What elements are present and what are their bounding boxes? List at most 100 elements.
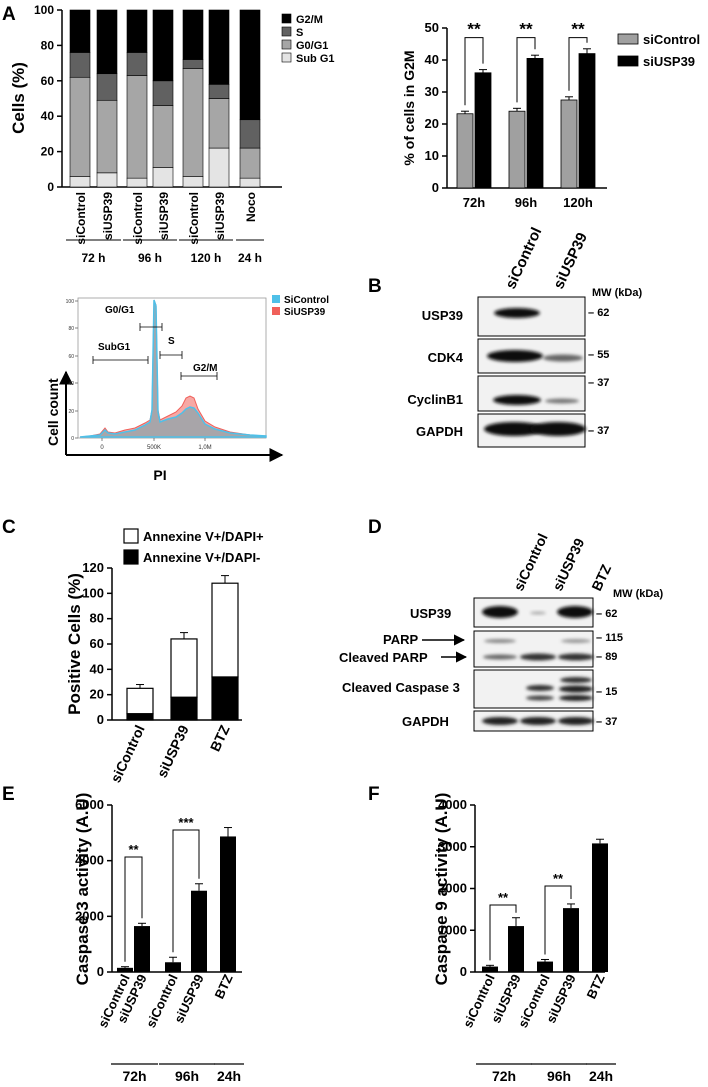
chart-a2-ytick-label-40: 40 bbox=[425, 52, 439, 67]
blot-b-band-cyclinb1-siusp39 bbox=[545, 398, 579, 404]
histo-xtick-label-0: 0 bbox=[100, 445, 104, 451]
chart-a-ytick-label-0: 0 bbox=[47, 180, 54, 194]
blot-d-row-label-parp: PARP bbox=[383, 632, 418, 647]
chart-f-ytick-label-3000: 3000 bbox=[438, 839, 467, 854]
chart-e-bar-1 bbox=[134, 926, 150, 972]
chart-a-bar-g0-g1-0 bbox=[69, 76, 91, 177]
chart-a2-ytick-label-10: 10 bbox=[425, 148, 439, 163]
blot-d-mw-usp39: – 62 bbox=[596, 608, 617, 620]
chart-c-xtick-2: BTZ bbox=[207, 722, 233, 754]
chart-c-bar-annexine-v-dapi-1 bbox=[170, 638, 198, 698]
blot-d-mw-cleaved-parp: – 89 bbox=[596, 651, 617, 663]
chart-f-bar-0 bbox=[482, 966, 498, 972]
blot-b-membrane-cyclinb1 bbox=[477, 375, 586, 412]
blot-d-row-label-usp39: USP39 bbox=[410, 606, 451, 621]
chart-c-ytick-label-40: 40 bbox=[90, 661, 104, 676]
histo-ytick-label-0: 0 bbox=[71, 436, 74, 442]
chart-a-bar-g2-m-1 bbox=[96, 9, 118, 75]
blot-d-band-casp3-btz-c bbox=[559, 695, 593, 701]
chart-e-sig-bracket-0 bbox=[124, 856, 143, 962]
chart-a-bar-sub-g1-5 bbox=[208, 147, 230, 188]
chart-a-legend-label-g2-m: G2/M bbox=[296, 14, 323, 26]
histo-y-label: Cell count bbox=[45, 378, 61, 446]
chart-c-legend-swatch-annexine-v-dapi bbox=[123, 549, 139, 565]
chart-f-ytick-label-2000: 2000 bbox=[438, 881, 467, 896]
chart-a2-sig-label-2: ** bbox=[571, 20, 585, 39]
blot-b-mw-usp39: – 62 bbox=[588, 307, 609, 319]
histo-legend-label-sicontrol: SiControl bbox=[284, 295, 329, 306]
blot-b-band-gapdh-sicontrol bbox=[484, 422, 544, 436]
chart-a-bar-g0-g1-6 bbox=[239, 147, 261, 179]
chart-a-g2m-percent: 0 10 20 30 40 50 % of cells in G2M ** 72h ** 96h **… bbox=[401, 20, 700, 210]
flow-histogram: Cell count PI 0 500K 1,0M 0 20 40 60 80 100 SubG… bbox=[45, 295, 329, 483]
chart-a-xtick-4: siControl bbox=[187, 192, 201, 245]
chart-c-bar-annexine-v-dapi-1 bbox=[170, 696, 198, 721]
blot-b-mw-cdk4-value: 55 bbox=[597, 349, 609, 361]
chart-c-ytick-label-20: 20 bbox=[90, 687, 104, 702]
blot-d-row-label-casp3: Cleaved Caspase 3 bbox=[342, 680, 460, 695]
chart-e-xtick-4: BTZ bbox=[211, 972, 235, 1001]
chart-c-legend-label-annexine-v-dapi: Annexine V+/DAPI- bbox=[143, 550, 260, 565]
chart-a-bar-sub-g1-2 bbox=[126, 177, 148, 188]
blot-b-mw-usp39-value: 62 bbox=[597, 307, 609, 319]
chart-f-ytick-label-0: 0 bbox=[460, 964, 467, 979]
histo-ytick-label-3: 60 bbox=[68, 354, 74, 360]
blot-d-header-siusp39: siUSP39 bbox=[549, 536, 587, 594]
chart-f-group-label-0: 72h bbox=[492, 1068, 516, 1084]
panel-label-f: F bbox=[368, 784, 380, 805]
blot-d-mw-gapdh: – 37 bbox=[596, 716, 617, 728]
chart-a2-legend-swatch-siusp39 bbox=[617, 55, 639, 67]
chart-a-bar-g0-g1-2 bbox=[126, 75, 148, 179]
chart-a-bar-sub-g1-1 bbox=[96, 172, 118, 188]
chart-a-xtick-0: siControl bbox=[74, 192, 88, 245]
chart-a-bar-sub-g1-3 bbox=[152, 167, 174, 188]
chart-f-sig-bracket-1 bbox=[544, 885, 572, 955]
chart-a2-legend-swatch-sicontrol bbox=[617, 33, 639, 45]
chart-a2-legend-label-siusp39: siUSP39 bbox=[643, 54, 695, 69]
blot-d-band-casp3-btz-b bbox=[559, 685, 593, 693]
chart-e-ytick-label-4000: 4000 bbox=[75, 853, 104, 868]
histo-ytick-label-2: 40 bbox=[68, 381, 74, 387]
chart-a-legend-swatch-sub-g1 bbox=[281, 52, 292, 63]
blot-d-header-sicontrol: siControl bbox=[510, 531, 550, 593]
blot-d-band-cleaved-parp-sicontrol bbox=[483, 654, 517, 660]
chart-a-legend-swatch-s bbox=[281, 26, 292, 37]
chart-e-group-label-1: 96h bbox=[175, 1068, 199, 1084]
chart-c-bar-annexine-v-dapi-0 bbox=[126, 713, 154, 721]
histo-xtick-label-2: 1,0M bbox=[198, 445, 211, 451]
chart-a2-bar-sicontrol-72h bbox=[456, 113, 474, 189]
chart-a2-legend-label-sicontrol: siControl bbox=[643, 32, 700, 47]
chart-a-group-label-1: 96 h bbox=[138, 251, 162, 265]
chart-c-legend-label-annexine-v-dapi: Annexine V+/DAPI+ bbox=[143, 529, 264, 544]
chart-f-ytick-label-1000: 1000 bbox=[438, 922, 467, 937]
chart-a2-xtick-120h: 120h bbox=[563, 195, 593, 210]
chart-a-bar-s-4 bbox=[182, 59, 204, 69]
chart-e-bar-3 bbox=[191, 890, 207, 972]
blot-b-band-cdk4-sicontrol bbox=[487, 350, 543, 362]
chart-a2-ytick-label-30: 30 bbox=[425, 84, 439, 99]
chart-c-xtick-1: siUSP39 bbox=[154, 722, 192, 780]
gate-label-subg1: SubG1 bbox=[98, 342, 131, 353]
histo-curve-sicontrol bbox=[79, 299, 267, 438]
chart-a2-bar-sicontrol-120h bbox=[560, 99, 578, 189]
histo-x-label: PI bbox=[153, 467, 166, 483]
chart-a-xtick-6: Noco bbox=[244, 192, 258, 222]
blot-b-mw-gapdh: – 37 bbox=[588, 425, 609, 437]
chart-a-bar-g2-m-4 bbox=[182, 9, 204, 60]
chart-c-ytick-label-120: 120 bbox=[82, 560, 104, 575]
chart-a-bar-s-0 bbox=[69, 52, 91, 78]
chart-a-ytick-label-60: 60 bbox=[41, 74, 55, 88]
blot-b-band-cyclinb1-sicontrol bbox=[493, 395, 541, 405]
chart-c-ytick-label-80: 80 bbox=[90, 611, 104, 626]
chart-a-xtick-1: siUSP39 bbox=[101, 192, 115, 240]
blot-d-band-cleaved-parp-btz bbox=[558, 653, 594, 661]
blot-b-header-sicontrol: siControl bbox=[502, 225, 545, 292]
histo-xtick-label-1: 500K bbox=[147, 445, 161, 451]
blot-d-mw-gapdh-value: 37 bbox=[605, 716, 617, 728]
blot-d-band-usp39-btz bbox=[557, 606, 593, 618]
blot-b-row-label-usp39: USP39 bbox=[422, 308, 463, 323]
chart-a-bar-g0-g1-4 bbox=[182, 68, 204, 177]
chart-a2-ytick-label-50: 50 bbox=[425, 20, 439, 35]
chart-a-group-label-0: 72 h bbox=[81, 251, 105, 265]
blot-b-mw-cdk4: – 55 bbox=[588, 349, 609, 361]
